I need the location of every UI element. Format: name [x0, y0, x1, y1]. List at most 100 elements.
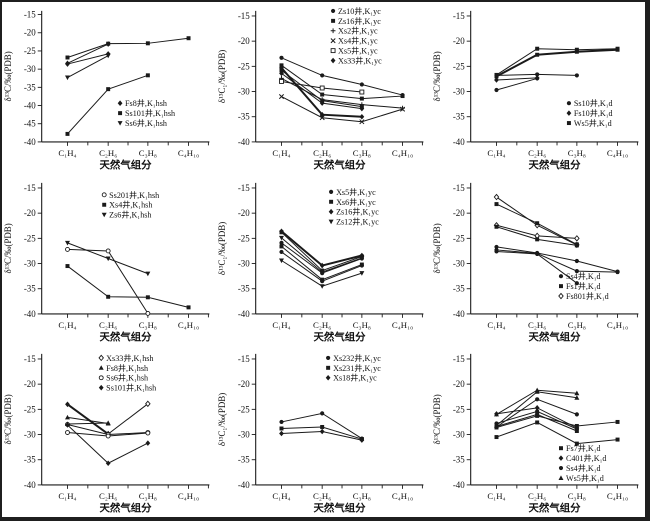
data-point-marker	[400, 94, 405, 99]
data-point-marker	[534, 251, 539, 256]
legend-label: Ss101井,K₁hsh	[106, 383, 156, 393]
y-tick-label: -45	[24, 119, 36, 129]
chart-top-left-canvas: -15 -20 -25 -30 -35 -40 -45 -40 C₁H₄ C₂H₆ C₃H₈ C₄H₁…	[3, 10, 210, 172]
series-line	[281, 96, 404, 123]
legend-marker	[101, 192, 107, 197]
data-point-marker	[65, 75, 70, 81]
subplot-middle-right: -15 -20 -25 -30 -35 -40 C₁H₄ C₂H₆ C₃H₈ C₄H₁₀ 天然气组分…	[431, 174, 645, 346]
y-tick-label: -40	[24, 309, 36, 319]
data-point-marker	[494, 87, 499, 93]
x-tick-label: C₁H₄	[273, 319, 291, 329]
series-group	[279, 55, 406, 125]
data-point-marker	[574, 441, 579, 446]
legend-marker	[101, 212, 107, 217]
legend-label: Xs5井,K₁yc	[338, 46, 378, 56]
y-tick-label: -20	[452, 36, 464, 46]
data-point-marker	[145, 271, 151, 276]
data-point-marker	[574, 47, 579, 52]
data-point-marker	[359, 89, 365, 95]
y-tick-label: -15	[238, 11, 250, 21]
x-tick-label: C₄H₁₀	[607, 148, 628, 158]
x-tick-label: C₂H₆	[528, 491, 546, 501]
data-point-marker	[65, 263, 70, 268]
y-tick-label: -30	[238, 258, 250, 268]
data-point-marker	[65, 240, 70, 246]
y-tick-label: -25	[24, 405, 36, 415]
series-group	[65, 36, 191, 136]
y-tick-label: -30	[24, 64, 36, 74]
data-point-marker	[359, 113, 365, 120]
y-tick-label: -30	[452, 87, 464, 97]
data-point-marker	[279, 420, 284, 425]
legend-marker	[102, 202, 107, 207]
data-point-marker	[279, 258, 285, 263]
legend-label: Xs4井,K₁hsh	[109, 199, 152, 209]
series-line	[281, 57, 403, 96]
y-tick-label: -40	[452, 480, 464, 490]
data-point-marker	[279, 79, 285, 84]
y-tick-label: -20	[452, 379, 464, 389]
y-tick-label: -25	[238, 61, 250, 71]
y-tick-label: -25	[24, 46, 36, 56]
data-point-marker	[320, 429, 325, 435]
legend-label: Xs33井,K₁yc	[338, 56, 382, 66]
x-tick-label: C₁H₄	[58, 491, 76, 501]
y-tick-label: -15	[24, 354, 36, 364]
y-tick-label: -15	[452, 183, 464, 193]
y-tick-label: -40	[24, 480, 36, 490]
x-tick-label: C₃H₈	[139, 491, 157, 501]
data-point-marker	[279, 244, 284, 249]
y-tick-label: -35	[24, 455, 36, 465]
x-tick-label: C₂H₆	[99, 148, 117, 158]
y-axis-title: δ¹³C/‰(PDB)	[432, 51, 442, 101]
legend-label: Xs6井,K₁yc	[336, 196, 376, 206]
legend-label: Ss10井,K₁d	[574, 98, 613, 108]
data-point-marker	[106, 294, 111, 299]
data-point-marker	[494, 244, 499, 249]
legend-marker	[118, 111, 123, 116]
y-tick-label: -15	[24, 10, 36, 20]
data-point-marker	[65, 422, 70, 429]
legend-label: Zs12井,K₁yc	[336, 216, 379, 226]
data-point-marker	[574, 73, 579, 78]
x-tick-label: C₄H₁₀	[178, 148, 199, 158]
data-point-marker	[574, 424, 579, 429]
legend-marker	[558, 446, 563, 451]
series-group	[65, 400, 151, 467]
legend-label: Ws5井,K₁d	[574, 118, 612, 128]
x-tick-label: C₃H₈	[139, 319, 157, 329]
y-tick-label: -25	[452, 233, 464, 243]
y-axis-title: δ¹³C/‰(PDB)	[432, 395, 442, 445]
x-tick-label: C₁H₄	[273, 491, 291, 501]
data-point-marker	[534, 46, 539, 51]
series-line	[67, 37, 189, 58]
data-point-marker	[105, 53, 111, 59]
data-point-marker	[279, 68, 284, 73]
x-tick-label: C₁H₄	[487, 491, 505, 501]
y-tick-label: -35	[452, 455, 464, 465]
series-line	[496, 415, 618, 429]
legend-label: Ss4井,K₁d	[566, 463, 601, 473]
x-tick-label: C₃H₈	[353, 319, 371, 329]
x-axis-title: 天然气组分	[314, 330, 367, 343]
data-point-marker	[615, 437, 620, 442]
x-tick-label: C₄H₁₀	[392, 148, 413, 158]
data-point-marker	[279, 426, 284, 431]
y-tick-label: -30	[238, 430, 250, 440]
series-group	[279, 228, 365, 289]
data-point-marker	[320, 411, 325, 416]
ticks	[466, 358, 638, 490]
legend-marker	[331, 57, 336, 64]
y-tick-label: -20	[24, 379, 36, 389]
subplot-top-right: -15 -20 -25 -30 -35 -40 C₁H₄ C₂H₆ C₃H₈ C₄H₁₀ 天然气组分…	[431, 2, 645, 174]
legend-label: Ss101井,K₁hsh	[125, 108, 175, 118]
data-point-marker	[319, 115, 326, 121]
legend-label: Xs33井,K₁hsh	[106, 353, 153, 363]
ticks	[466, 187, 638, 318]
legend-marker	[98, 385, 104, 391]
data-point-marker	[105, 433, 111, 439]
subplot-bottom-left: -15 -20 -25 -30 -35 -40 C₁H₄ C₂H₆ C₃H₈ C₄H₁₀ 天然气组分…	[2, 345, 216, 517]
y-tick-label: -20	[24, 208, 36, 218]
